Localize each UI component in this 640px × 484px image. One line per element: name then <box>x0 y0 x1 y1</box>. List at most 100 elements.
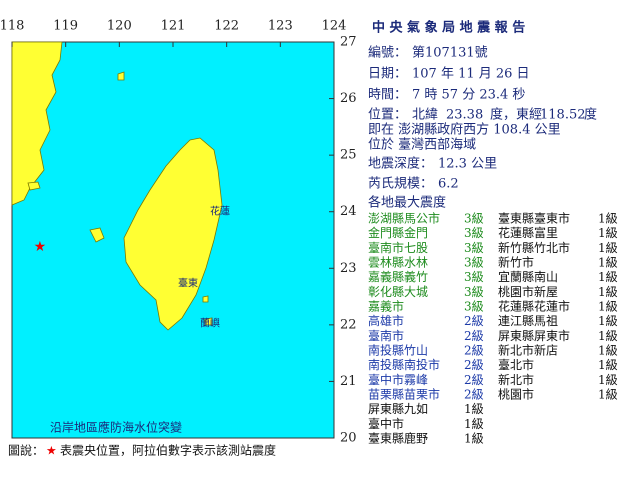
info-text: 6.2 <box>438 177 459 192</box>
station-level: 3級 <box>464 256 484 270</box>
lon-tick-label: 120 <box>107 19 132 34</box>
place-label: 蘭嶼 <box>200 317 220 330</box>
footer-star: ★ <box>46 444 57 458</box>
station-name: 屏東縣屏東市 <box>498 328 570 343</box>
place-label: 花蓮 <box>210 205 230 218</box>
station-level: 3級 <box>464 226 484 240</box>
info-text: 118.52 <box>540 108 586 123</box>
station-name: 苗栗縣苗栗市 <box>368 387 440 402</box>
station-level: 1級 <box>464 402 484 416</box>
station-name: 嘉義市 <box>368 299 404 314</box>
lon-tick-label: 118 <box>0 19 24 34</box>
info-text: 107 年 11 月 26 日 <box>412 67 530 82</box>
station-name: 桃園市新屋 <box>498 284 558 299</box>
lat-tick-label: 26 <box>340 91 357 106</box>
station-name: 南投縣南投市 <box>368 357 440 372</box>
station-name: 新北市 <box>498 372 534 387</box>
station-level: 3級 <box>464 300 484 314</box>
land <box>11 41 223 331</box>
info-text: 度 <box>584 107 597 123</box>
station-level: 2級 <box>464 373 484 387</box>
station-name: 宜蘭縣南山 <box>498 269 558 284</box>
footer-prefix: 圖說： <box>8 443 44 458</box>
station-level: 1級 <box>598 226 618 240</box>
station-level: 1級 <box>464 417 484 431</box>
station-name: 彰化縣大城 <box>368 284 428 299</box>
station-name: 新竹市 <box>498 255 534 270</box>
station-level: 1級 <box>598 388 618 402</box>
station-level: 2級 <box>464 344 484 358</box>
info-text: 地震深度： <box>368 156 433 172</box>
info-text: 位於 臺灣西部海域 <box>368 137 476 153</box>
report-title: 中 央 氣 象 局 地 震 報 告 <box>372 20 525 36</box>
station-name: 嘉義縣義竹 <box>368 269 428 284</box>
station-level: 3級 <box>464 241 484 255</box>
info-text: 23.38 <box>446 108 483 123</box>
lat-tick-label: 20 <box>340 431 357 446</box>
info-text: 位置： <box>368 108 407 123</box>
map-notice: 沿岸地區應防海水位突變 <box>50 420 182 435</box>
station-name: 屏東縣九如 <box>368 401 428 416</box>
station-name: 臺北市 <box>498 357 534 372</box>
station-level: 3級 <box>464 285 484 299</box>
station-level: 1級 <box>464 432 484 446</box>
station-name: 臺東縣臺東市 <box>498 211 570 226</box>
info-text: 時間： <box>368 88 407 103</box>
info-text: 芮氏規模： <box>368 176 433 192</box>
station-name: 臺中市 <box>368 416 404 431</box>
lat-tick-label: 24 <box>340 204 357 219</box>
info-text: 12.3 公里 <box>438 157 497 172</box>
info-text: 各地最大震度 <box>368 195 446 211</box>
station-name: 新竹縣竹北市 <box>498 240 570 255</box>
lat-tick-label: 22 <box>340 317 357 332</box>
station-level: 2級 <box>464 358 484 372</box>
station-name: 臺南市七股 <box>368 240 428 255</box>
station-level: 3級 <box>464 270 484 284</box>
station-level: 1級 <box>598 285 618 299</box>
station-name: 雲林縣水林 <box>368 256 428 270</box>
station-level: 1級 <box>598 270 618 284</box>
station-name: 花蓮縣花蓮市 <box>498 299 570 314</box>
station-level: 2級 <box>464 329 484 343</box>
info-text: 即在 澎湖縣政府西方 108.4 公里 <box>368 122 561 138</box>
lon-tick-label: 124 <box>322 19 347 34</box>
station-level: 1級 <box>598 241 618 255</box>
station-name: 澎湖縣馬公市 <box>368 211 440 226</box>
lat-tick-label: 25 <box>340 148 357 163</box>
station-level: 3級 <box>464 212 484 226</box>
lon-tick-label: 119 <box>53 19 78 34</box>
station-name: 連江縣馬祖 <box>498 313 558 328</box>
place-label: 臺東 <box>178 277 198 290</box>
epicenter-star: ★ <box>34 239 47 255</box>
station-name: 花蓮縣富里 <box>498 225 558 240</box>
station-name: 臺中市霧峰 <box>368 372 428 387</box>
station-name: 臺東縣鹿野 <box>368 431 428 446</box>
station-name: 臺南市 <box>368 328 404 343</box>
info-text: 日期： <box>368 67 407 82</box>
station-name: 高雄市 <box>368 313 404 328</box>
station-name: 新北市新店 <box>498 343 558 358</box>
info-text: 度，東經 <box>490 107 542 123</box>
station-level: 1級 <box>598 300 618 314</box>
info-text: 編號： <box>368 45 407 61</box>
lat-tick-label: 27 <box>340 35 357 50</box>
lon-tick-label: 121 <box>161 19 186 34</box>
station-name: 桃園市 <box>498 387 534 402</box>
lon-tick-label: 122 <box>214 19 239 34</box>
info-text: 7 時 57 分 23.4 秒 <box>412 88 525 103</box>
lon-tick-label: 123 <box>268 19 293 34</box>
station-level: 1級 <box>598 329 618 343</box>
station-level: 1級 <box>598 314 618 328</box>
station-level: 1級 <box>598 358 618 372</box>
station-level: 1級 <box>598 373 618 387</box>
lat-tick-label: 21 <box>340 374 357 389</box>
station-name: 金門縣金門 <box>368 225 428 240</box>
station-level: 1級 <box>598 256 618 270</box>
station-level: 2級 <box>464 388 484 402</box>
lat-tick-label: 23 <box>340 261 357 276</box>
footer-text: 表震央位置，阿拉伯數字表示該測站震度 <box>60 443 276 458</box>
